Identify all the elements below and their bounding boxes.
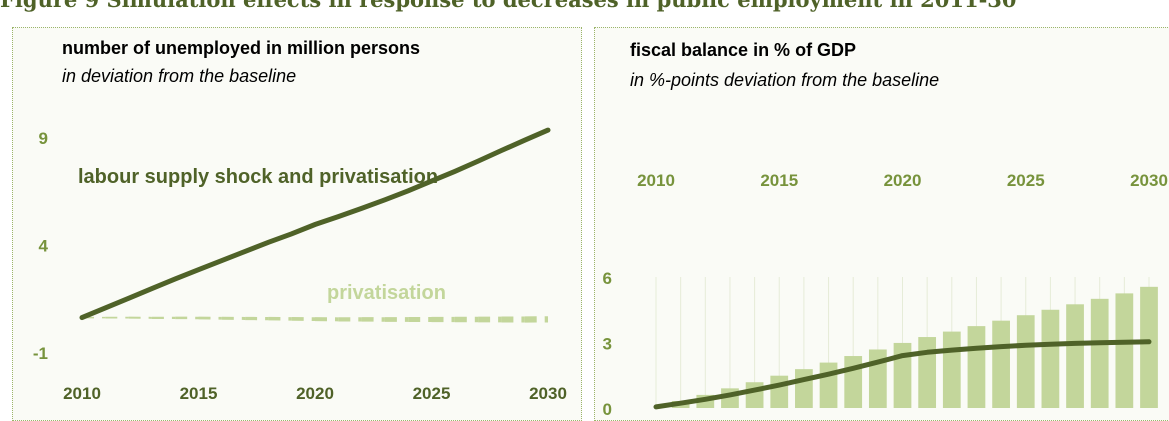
x-tick-label: 2015 (760, 171, 798, 190)
fiscal-bar (1066, 304, 1084, 408)
fiscal-bar (820, 363, 838, 408)
fiscal-bar (1042, 310, 1060, 408)
y-tick-label: 3 (603, 335, 612, 354)
fiscal-bar (1115, 293, 1133, 408)
fiscal-bar (1140, 287, 1158, 408)
fiscal-bar (1017, 315, 1035, 408)
x-tick-label: 2030 (1130, 171, 1168, 190)
fiscal-bar (795, 369, 813, 408)
fiscal-bar (1091, 299, 1109, 408)
fiscal-bar (918, 337, 936, 408)
fiscal-bar (844, 356, 862, 408)
fiscal-bar (992, 321, 1010, 408)
y-tick-label: 0 (603, 400, 612, 419)
x-tick-label: 2020 (884, 171, 922, 190)
y-tick-label: 6 (603, 269, 612, 288)
x-tick-label: 2025 (1007, 171, 1045, 190)
fiscal-bar (770, 376, 788, 408)
fiscal-bar (943, 332, 961, 408)
fiscal-bar (968, 326, 986, 408)
x-tick-label: 2010 (637, 171, 675, 190)
fiscal-bar (746, 382, 764, 408)
